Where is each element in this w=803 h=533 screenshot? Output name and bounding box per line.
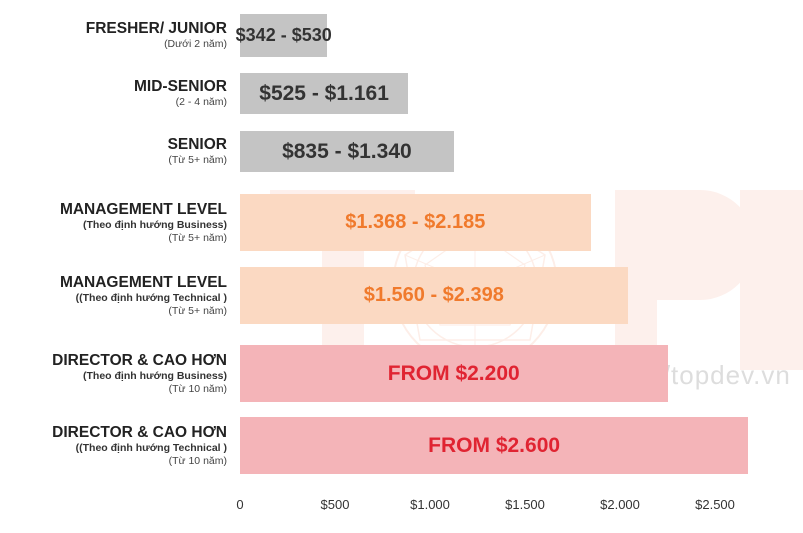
bar-data-label-0: $342 - $530 bbox=[235, 25, 332, 45]
category-sub2-text: (Từ 5+ năm) bbox=[168, 231, 227, 244]
category-label-3: MANAGEMENT LEVEL (Theo định hướng Busines… bbox=[60, 201, 227, 245]
category-label-5: DIRECTOR & CAO HƠN (Theo định hướng Busin… bbox=[52, 352, 227, 396]
category-main-text: DIRECTOR & CAO HƠN bbox=[52, 423, 227, 441]
bar-data-label-2: $835 - $1.340 bbox=[282, 139, 412, 163]
bar-data-label-5: FROM $2.200 bbox=[387, 361, 520, 385]
x-tick-label-2: $1.000 bbox=[410, 497, 450, 512]
category-main-text: SENIOR bbox=[167, 136, 227, 153]
x-tick-label-0: 0 bbox=[236, 497, 244, 512]
category-sub2-text: (Từ 10 năm) bbox=[168, 382, 227, 395]
category-label-4: MANAGEMENT LEVEL ((Theo định hướng Techni… bbox=[60, 274, 227, 318]
category-label-1: MID-SENIOR (2 - 4 năm) bbox=[134, 78, 227, 109]
category-sub2-text: (Từ 5+ năm) bbox=[168, 154, 227, 166]
x-tick-label-1: $500 bbox=[320, 497, 350, 512]
bar-1 bbox=[240, 73, 409, 114]
bar-0 bbox=[240, 14, 328, 57]
category-main-text: MANAGEMENT LEVEL bbox=[59, 273, 227, 291]
x-tick-label-3: $1.500 bbox=[505, 497, 545, 512]
category-sub1-text: (Theo định hướng Business) bbox=[83, 369, 227, 382]
bar-2 bbox=[240, 131, 454, 172]
category-sub1-text: (Theo định hướng Business) bbox=[83, 218, 227, 231]
bar-4 bbox=[240, 267, 628, 324]
x-tick-label-5: $2.500 bbox=[695, 497, 735, 512]
category-sub1-text: ((Theo định hướng Technical ) bbox=[75, 291, 227, 304]
category-main-text: FRESHER/ JUNIOR bbox=[85, 20, 227, 37]
category-sub2-text: (Từ 10 năm) bbox=[168, 454, 227, 467]
category-label-6: DIRECTOR & CAO HƠN ((Theo định hướng Tech… bbox=[52, 424, 227, 468]
category-sub1-text: ((Theo định hướng Technical ) bbox=[75, 441, 227, 454]
category-sub2-text: (Dưới 2 năm) bbox=[164, 38, 227, 50]
category-sub2-text: (2 - 4 năm) bbox=[175, 96, 227, 108]
category-sub2-text: (Từ 5+ năm) bbox=[168, 304, 227, 317]
category-main-text: MID-SENIOR bbox=[134, 78, 227, 95]
bar-data-label-6: FROM $2.600 bbox=[428, 433, 561, 457]
bar-3 bbox=[240, 194, 591, 251]
bar-data-label-3: $1.368 - $2.185 bbox=[345, 211, 486, 233]
category-main-text: DIRECTOR & CAO HƠN bbox=[52, 351, 227, 369]
category-label-2: SENIOR (Từ 5+ năm) bbox=[168, 136, 227, 167]
bar-5 bbox=[240, 345, 668, 402]
bar-data-label-4: $1.560 - $2.398 bbox=[363, 284, 504, 306]
category-main-text: MANAGEMENT LEVEL bbox=[59, 200, 227, 218]
category-label-0: FRESHER/ JUNIOR (Dưới 2 năm) bbox=[86, 20, 227, 51]
bar-data-label-1: $525 - $1.161 bbox=[259, 81, 389, 105]
bar-6 bbox=[240, 417, 749, 474]
x-tick-label-4: $2.000 bbox=[600, 497, 640, 512]
